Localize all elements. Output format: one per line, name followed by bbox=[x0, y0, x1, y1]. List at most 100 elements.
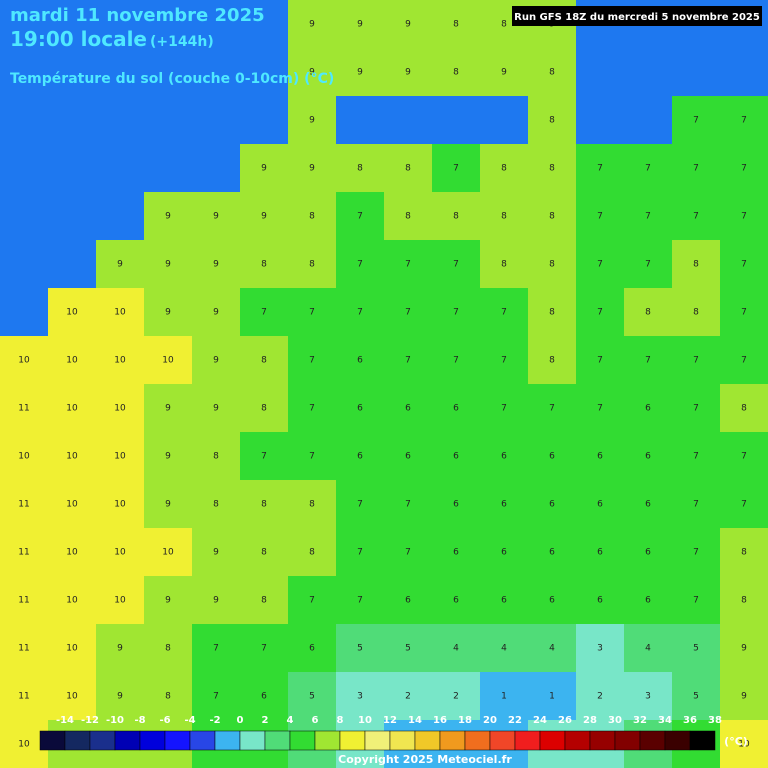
temp-value: 7 bbox=[453, 308, 459, 318]
legend-swatch bbox=[264, 730, 291, 751]
temp-cell bbox=[432, 528, 480, 576]
temp-value: 6 bbox=[453, 500, 459, 510]
temp-cell bbox=[384, 48, 432, 96]
temp-value: 5 bbox=[405, 644, 411, 654]
legend-tick: 10 bbox=[358, 715, 372, 726]
temp-cell bbox=[96, 624, 144, 672]
temp-cell bbox=[384, 480, 432, 528]
temp-value: 6 bbox=[357, 356, 363, 366]
temp-cell bbox=[384, 336, 432, 384]
temp-value: 7 bbox=[357, 548, 363, 558]
temp-cell bbox=[192, 288, 240, 336]
temp-cell bbox=[672, 576, 720, 624]
temp-cell bbox=[432, 624, 480, 672]
temp-value: 7 bbox=[597, 308, 603, 318]
temp-value: 7 bbox=[597, 164, 603, 174]
temp-value: 10 bbox=[162, 356, 174, 366]
temp-cell bbox=[192, 528, 240, 576]
temp-cell bbox=[192, 384, 240, 432]
temp-value: 9 bbox=[213, 308, 219, 318]
legend-swatch bbox=[239, 730, 266, 751]
temp-cell bbox=[240, 192, 288, 240]
temp-value: 7 bbox=[645, 356, 651, 366]
temp-value: 11 bbox=[18, 644, 29, 654]
temp-value: 8 bbox=[549, 356, 555, 366]
temp-cell bbox=[624, 384, 672, 432]
temp-value: 10 bbox=[114, 308, 126, 318]
temp-cell bbox=[528, 336, 576, 384]
temp-value: 10 bbox=[66, 548, 78, 558]
time: 19:00 locale bbox=[10, 27, 147, 51]
temp-cell bbox=[240, 240, 288, 288]
temp-value: 1 bbox=[549, 692, 555, 702]
temp-cell bbox=[288, 432, 336, 480]
temp-value: 7 bbox=[501, 356, 507, 366]
temp-value: 9 bbox=[165, 212, 171, 222]
temp-cell bbox=[624, 528, 672, 576]
temp-value: 10 bbox=[66, 308, 78, 318]
legend-swatch bbox=[339, 730, 366, 751]
temp-value: 7 bbox=[597, 260, 603, 270]
temp-value: 7 bbox=[501, 308, 507, 318]
temp-cell bbox=[144, 192, 192, 240]
temp-cell bbox=[336, 528, 384, 576]
temp-cell bbox=[432, 336, 480, 384]
temp-value: 11 bbox=[18, 404, 29, 414]
temp-cell bbox=[144, 336, 192, 384]
temp-value: 4 bbox=[453, 644, 459, 654]
temp-value: 8 bbox=[549, 68, 555, 78]
temp-value: 10 bbox=[114, 404, 126, 414]
temp-value: 6 bbox=[597, 452, 603, 462]
temp-cell bbox=[528, 480, 576, 528]
temp-cell bbox=[144, 528, 192, 576]
temp-cell bbox=[672, 288, 720, 336]
temp-value: 7 bbox=[309, 308, 315, 318]
temp-value: 7 bbox=[453, 356, 459, 366]
temp-cell bbox=[720, 336, 768, 384]
temp-cell bbox=[432, 384, 480, 432]
temp-cell bbox=[96, 432, 144, 480]
legend-tick: 30 bbox=[608, 715, 622, 726]
temp-cell bbox=[96, 336, 144, 384]
temp-value: 7 bbox=[693, 212, 699, 222]
temp-value: 8 bbox=[309, 548, 315, 558]
temp-cell bbox=[96, 528, 144, 576]
temp-value: 10 bbox=[114, 500, 126, 510]
temp-value: 11 bbox=[18, 548, 29, 558]
temp-value: 9 bbox=[213, 356, 219, 366]
temp-value: 6 bbox=[309, 644, 315, 654]
temp-cell bbox=[288, 480, 336, 528]
temp-value: 6 bbox=[597, 500, 603, 510]
temp-cell bbox=[576, 336, 624, 384]
temp-value: 7 bbox=[741, 116, 747, 126]
legend-swatch bbox=[389, 730, 416, 751]
temp-value: 6 bbox=[645, 452, 651, 462]
temp-value: 10 bbox=[114, 356, 126, 366]
legend-tick: -10 bbox=[106, 715, 124, 726]
temp-cell bbox=[528, 192, 576, 240]
temp-value: 9 bbox=[405, 68, 411, 78]
temp-cell bbox=[48, 336, 96, 384]
legend-swatch bbox=[689, 730, 716, 751]
temp-value: 7 bbox=[741, 260, 747, 270]
temp-cell bbox=[480, 240, 528, 288]
temp-cell bbox=[576, 240, 624, 288]
temp-value: 10 bbox=[114, 452, 126, 462]
temp-cell bbox=[432, 240, 480, 288]
temp-cell bbox=[336, 48, 384, 96]
temp-value: 7 bbox=[645, 164, 651, 174]
temp-value: 10 bbox=[66, 404, 78, 414]
temp-cell bbox=[96, 480, 144, 528]
temp-cell bbox=[432, 0, 480, 48]
temp-cell bbox=[624, 672, 672, 720]
legend-tick: -12 bbox=[81, 715, 99, 726]
temp-value: 8 bbox=[501, 164, 507, 174]
legend-tick: 0 bbox=[237, 715, 244, 726]
legend-tick: 6 bbox=[312, 715, 319, 726]
temp-cell bbox=[96, 384, 144, 432]
legend-tick: 8 bbox=[337, 715, 344, 726]
temp-value: 8 bbox=[357, 164, 363, 174]
temp-cell bbox=[480, 576, 528, 624]
temp-value: 9 bbox=[165, 260, 171, 270]
